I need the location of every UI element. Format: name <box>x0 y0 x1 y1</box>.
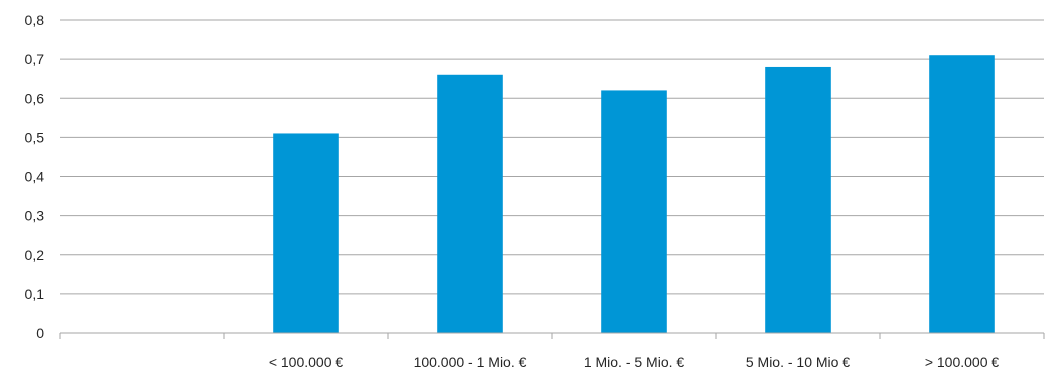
bar <box>765 66 831 333</box>
bars <box>273 55 995 334</box>
x-tick-label: > 100.000 € <box>925 354 1000 370</box>
bar <box>437 74 503 334</box>
y-axis-tick-labels: 0 0,1 0,2 0,3 0,4 0,5 0,6 0,7 0,8 <box>25 12 45 341</box>
y-tick-label: 0,6 <box>25 90 45 106</box>
bar <box>929 55 995 334</box>
y-tick-label: 0,4 <box>25 169 45 185</box>
x-tick-label: 5 Mio. - 10 Mio € <box>746 354 850 370</box>
gridlines <box>60 19 1044 295</box>
x-tick-label: 1 Mio. - 5 Mio. € <box>584 354 685 370</box>
bar <box>273 133 339 333</box>
bar <box>601 90 667 333</box>
x-axis <box>59 332 1045 339</box>
y-tick-label: 0,5 <box>25 129 45 145</box>
y-tick-label: 0,1 <box>25 286 45 302</box>
y-tick-label: 0,3 <box>25 208 45 224</box>
x-tick-label: 100.000 - 1 Mio. € <box>414 354 527 370</box>
y-tick-label: 0,8 <box>25 12 45 28</box>
x-tick-label: < 100.000 € <box>269 354 344 370</box>
y-tick-label: 0,7 <box>25 51 45 67</box>
y-tick-label: 0 <box>36 325 44 341</box>
y-tick-label: 0,2 <box>25 247 45 263</box>
x-axis-tick-labels: < 100.000 € 100.000 - 1 Mio. € 1 Mio. - 5 … <box>269 354 1000 370</box>
